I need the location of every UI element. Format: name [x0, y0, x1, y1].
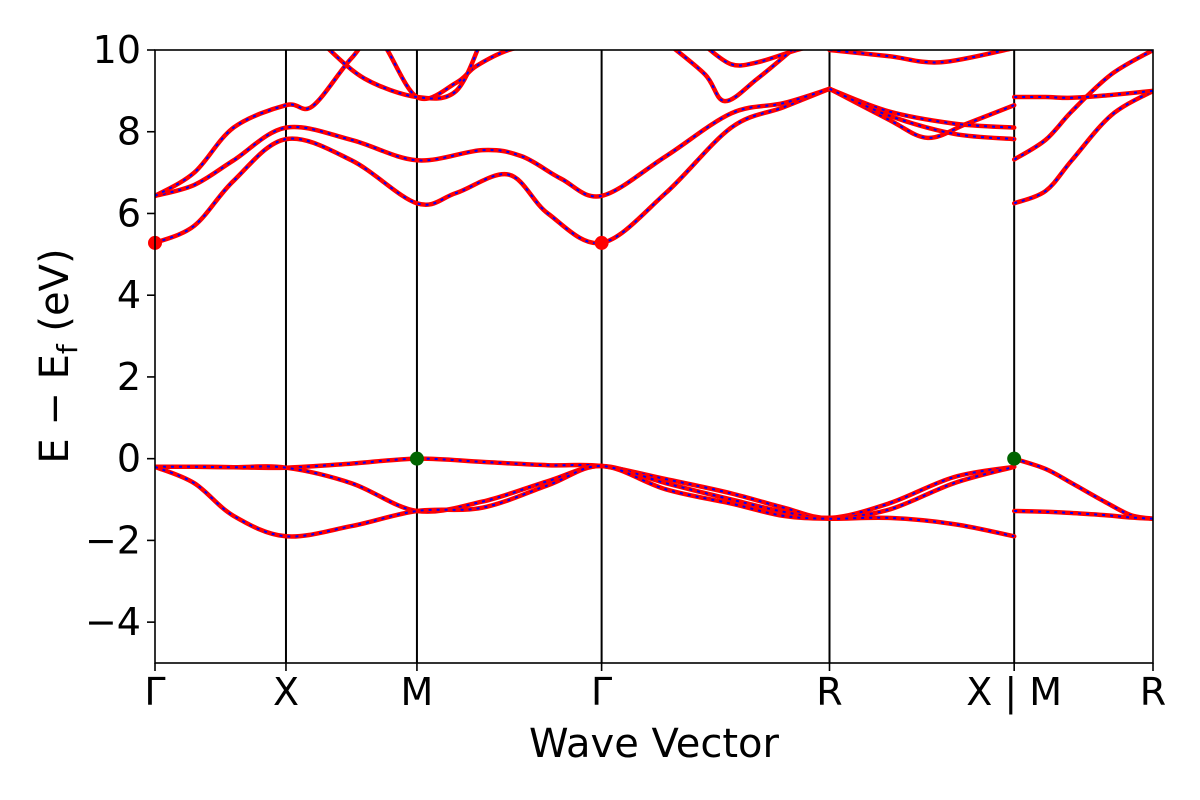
y-tick-label-0: −4	[85, 600, 141, 644]
y-tick-label-7: 10	[93, 28, 141, 72]
band-overlay-11	[829, 87, 1015, 141]
y-axis-label-subscript: f	[51, 343, 84, 354]
vbm-marker-2	[409, 451, 424, 466]
x-axis-label: Wave Vector	[529, 721, 780, 767]
x-tick-label-4: R	[816, 670, 842, 714]
y-tick-label-4: 4	[117, 273, 141, 317]
band-overlay-17	[829, 50, 1010, 64]
y-tick-label-1: −2	[85, 518, 141, 562]
y-tick-label-2: 0	[117, 437, 141, 481]
band-overlay-0	[155, 457, 1015, 519]
band-overlay-2	[155, 464, 1015, 538]
x-tick-label-1: X	[273, 670, 299, 714]
y-tick-label-3: 2	[117, 355, 141, 399]
band-overlay-8	[328, 50, 479, 100]
x-tick-label-2: M	[401, 670, 434, 714]
band-overlay-15	[708, 50, 801, 67]
band-overlay-3	[1013, 457, 1153, 520]
bands-layer	[155, 50, 1153, 539]
band-line-16	[672, 50, 796, 104]
band-overlay-10	[829, 87, 1015, 129]
vbm-marker-3	[1007, 451, 1022, 466]
x-tick-label-5: X | M	[966, 670, 1062, 715]
band-overlay-14	[1014, 89, 1153, 99]
band-overlay-4	[1014, 510, 1153, 520]
plot-frame	[154, 49, 1154, 664]
y-axis-label: E − Ef (eV)	[32, 248, 84, 463]
y-tick-label-5: 6	[117, 191, 141, 235]
x-tick-label-0: Γ	[144, 670, 165, 714]
kpoint-divider-lines	[284, 50, 1016, 663]
y-axis-ticks: −4 −2 0 2 4 6 8 10	[85, 28, 155, 644]
y-axis-label-main: E − E	[32, 354, 78, 464]
x-axis-ticks: Γ X M Γ R X | M R	[144, 663, 1166, 715]
band-overlay-6	[155, 87, 830, 198]
x-tick-label-3: Γ	[591, 670, 612, 714]
band-overlay-13	[1013, 50, 1153, 161]
band-line-5	[155, 86, 832, 246]
x-tick-label-6: R	[1140, 670, 1166, 714]
y-axis-label-unit: (eV)	[32, 248, 78, 344]
y-tick-label-6: 8	[117, 110, 141, 154]
band-overlay-7	[155, 50, 513, 197]
cbm-marker-1	[594, 235, 609, 250]
band-overlay-12	[1013, 90, 1153, 205]
